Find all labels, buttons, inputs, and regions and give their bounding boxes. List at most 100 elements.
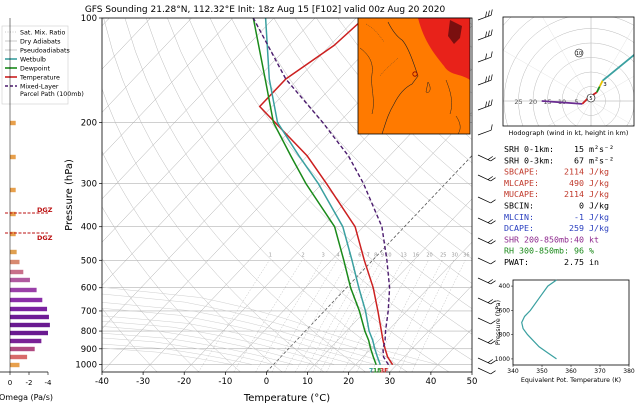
map-dark-region [448, 20, 462, 44]
barb-flag [490, 320, 496, 325]
theta-e-xtick-label: 380 [623, 368, 635, 375]
index-unit: J/kg [589, 189, 609, 199]
dry-adiabat [252, 18, 472, 260]
omega-bar [10, 287, 37, 293]
barb-flag [485, 11, 487, 18]
barb-staff [477, 154, 491, 162]
index-value: 15 [574, 144, 584, 154]
index-unit: J/kg [589, 178, 609, 188]
dry-adiabat [145, 18, 450, 372]
barb-staff [477, 34, 492, 41]
legend-label-line: Parcel Path (100mb) [20, 91, 84, 98]
index-unit: J/kg [589, 201, 609, 211]
dry-adiabat [316, 18, 472, 187]
theta-e-xtick-label: 370 [594, 368, 606, 375]
wind-barb [477, 99, 493, 111]
barb-flag [490, 199, 496, 204]
barb-flag [490, 177, 496, 182]
index-label: MLCIN: [504, 212, 534, 222]
barb-flag [487, 100, 490, 107]
hodo-5-10km [598, 80, 604, 87]
barb-flag [490, 300, 496, 305]
legend-label-5: Temperature [19, 75, 60, 82]
isotherm [102, 18, 316, 243]
mixing-ratio-line [398, 260, 454, 372]
map-inset [357, 17, 471, 135]
barb-flag [487, 359, 493, 363]
omega-axis-label: Omega (Pa/s) [0, 393, 53, 402]
barb-staff [477, 277, 491, 285]
index-unit: % [589, 246, 594, 256]
legend-label-3: Wetbulb [20, 57, 46, 64]
theta-e-ytick-label: 1000 [495, 356, 510, 363]
mixing-ratio-label: 16 [413, 252, 419, 258]
mixing-ratio-label: 10 [385, 252, 391, 258]
theta-e-frame [512, 279, 630, 366]
omega-bar [10, 306, 48, 312]
dry-adiabat [102, 307, 158, 372]
omega-bar [10, 354, 28, 360]
mixing-ratio-line [342, 260, 403, 372]
profile-dewpoint [252, 18, 377, 365]
mixing-ratio-label: 9 [381, 252, 384, 258]
omega-bar [10, 322, 50, 328]
barb-flag [487, 176, 493, 180]
barb-flag [490, 280, 496, 285]
surface-dewpoint-label: 18 [373, 368, 381, 375]
barb-staff [477, 174, 491, 182]
wind-barb [477, 51, 493, 63]
hodo-frame [502, 16, 635, 127]
wind-barb [477, 174, 496, 182]
hodo-3-5km [595, 86, 601, 93]
barb-flag [490, 370, 496, 375]
index-label: PWAT: [504, 257, 529, 267]
x-tick-label: 20 [343, 377, 354, 387]
legend: Sat. Mix. Ratio Dry Adiabats Pseudoadiabat… [1, 25, 84, 105]
x-tick-label: 0 [264, 377, 269, 387]
theta-e-xlabel: Equivalent Pot. Temperature (K) [521, 377, 621, 384]
mixing-ratio-line [386, 260, 443, 372]
barb-flag [487, 299, 493, 303]
x-tick-label: -40 [95, 377, 109, 387]
mixing-ratio-label: 20 [426, 252, 432, 258]
index-unit: in [589, 257, 599, 267]
y-tick-label: 900 [81, 345, 97, 355]
theta-e-ytick-label: 400 [499, 283, 511, 290]
mixing-ratio-label: 13 [400, 252, 406, 258]
hodo-height-marker [586, 93, 596, 103]
mixing-ratio-line [371, 260, 429, 372]
map-coastline [359, 47, 374, 115]
omega-bar [10, 120, 16, 126]
theta-e-xtick-label: 340 [507, 368, 519, 375]
legend-box [1, 25, 69, 105]
index-label: SRH 0-1km: [504, 144, 554, 154]
index-label: MUCAPE: [504, 189, 539, 199]
barb-flag [490, 260, 496, 265]
barb-flag [487, 156, 493, 160]
hodo-spoke [547, 100, 592, 126]
omega-bar [10, 277, 30, 283]
barb-staff [477, 14, 492, 21]
moist-adiabat [102, 332, 295, 365]
isotherm [307, 198, 472, 372]
index-label: RH 300-850mb: [504, 246, 569, 256]
barb-flag [490, 360, 496, 365]
hodo-spoke [590, 100, 634, 126]
barb-staff [477, 257, 491, 265]
omega-bar [10, 231, 16, 237]
barb-flag [487, 75, 490, 82]
barb-flag [485, 53, 487, 60]
barb-flag [490, 51, 493, 58]
y-tick-label: 800 [81, 327, 97, 337]
theta-e-line [521, 279, 557, 360]
hodo-spoke [590, 26, 634, 102]
barb-flag [487, 30, 490, 37]
barb-staff [477, 357, 491, 365]
dgz-label: DGZ [37, 234, 53, 242]
hodo-spoke [542, 17, 592, 102]
index-label: MLCAPE: [504, 178, 539, 188]
isotherm [102, 18, 398, 330]
legend-label-2: Pseudoadiabats [20, 48, 70, 55]
